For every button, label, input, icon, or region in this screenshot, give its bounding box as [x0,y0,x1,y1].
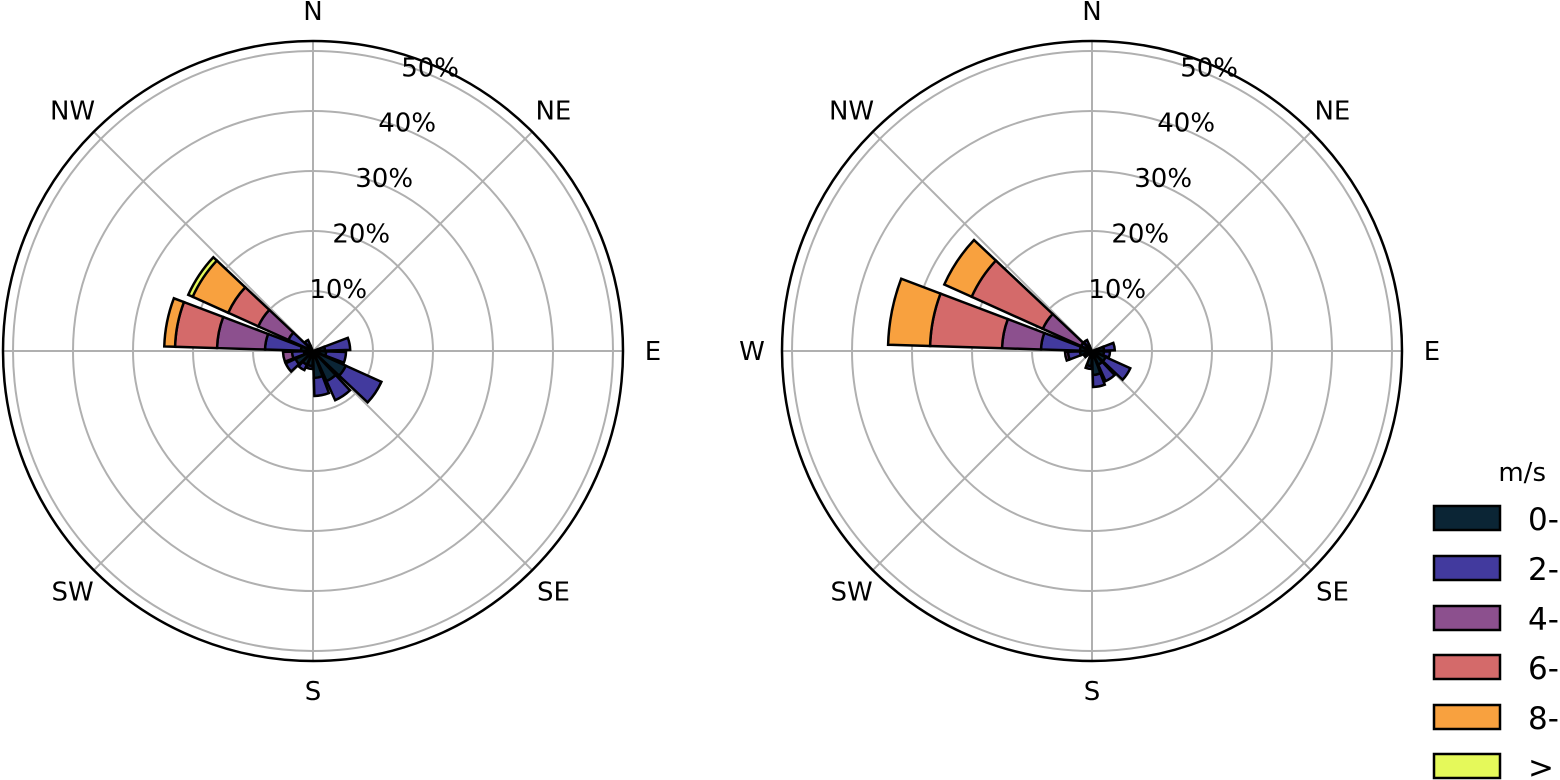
direction-label: SW [830,577,872,607]
legend-swatch [1432,752,1502,780]
legend-label: 8- [1528,701,1559,737]
direction-label: S [1084,677,1101,707]
grid-spoke [1091,350,1312,571]
direction-label: E [1424,337,1440,367]
legend-swatch [1432,604,1502,632]
legend-item: 0- [1432,502,1559,538]
polar-frame [780,39,1404,663]
direction-label: SE [1316,577,1349,607]
grid-spoke [872,350,1093,571]
rose-bar-segment [1101,341,1117,352]
direction-label: S [305,677,322,707]
legend-label: 6- [1528,651,1559,687]
rose-bar-segment [322,336,352,352]
radial-tick-label: 20% [1111,220,1169,250]
radial-tick-label: 10% [309,275,367,305]
legend-item: 4- [1432,602,1559,638]
direction-label: NW [829,97,874,127]
legend-swatch [1432,554,1502,582]
radial-tick-label: 10% [1088,275,1146,305]
rose-bar-segment [1084,363,1093,371]
radial-tick-label: 30% [355,164,413,194]
rose-bar-segment [1063,350,1072,363]
direction-label: NE [535,97,571,127]
grid-spoke [93,131,314,352]
direction-label: N [1082,0,1101,27]
legend-item: 8- [1432,701,1559,737]
legend-item: > [1432,750,1554,780]
legend-item: 2- [1432,552,1559,588]
direction-label: SW [51,577,93,607]
legend-label: 2- [1528,552,1559,588]
radial-tick-label: 50% [1180,53,1238,83]
direction-label: N [303,0,322,27]
grid-spoke [312,131,533,352]
radial-tick-label: 40% [1157,109,1215,139]
direction-label: E [645,337,661,367]
legend-label: 0- [1528,502,1559,538]
rose-bar-segment [1082,338,1092,349]
rose-bar-segment [1101,355,1132,382]
rose-bar-segment [162,296,186,349]
legend-swatch [1432,504,1502,532]
rose-bar-segment [186,255,219,299]
rose-bar-segment [1096,360,1117,383]
rose-bar-segment [283,357,301,374]
rose-bar-segment [1091,371,1107,389]
legend-item: 6- [1432,651,1559,687]
legend-label: 4- [1528,602,1559,638]
legend-swatch [1432,703,1502,731]
speed-legend: m/s 0- 2- 4- 6- 8- > [1432,458,1559,780]
rose-bar-segment [303,338,313,349]
radial-tick-label: 30% [1134,164,1192,194]
rose-bar-segment [886,277,943,348]
polar-frame [1,39,625,663]
legend-swatch [1432,653,1502,681]
grid-spoke [312,350,533,571]
direction-label: W [739,337,765,367]
grid-spoke [872,131,1093,352]
legend-label: > [1528,750,1554,780]
direction-label: NE [1314,97,1350,127]
rose-bar-segment [296,360,309,372]
rose-bar-segment [312,374,331,398]
radial-tick-label: 50% [401,53,459,83]
grid-spoke [93,350,314,571]
rose-bar-segment [942,238,998,299]
rose-bar-segment [337,364,384,405]
radial-tick-label: 40% [378,109,436,139]
direction-label: SE [537,577,570,607]
rose-bar-segment [323,350,348,365]
rose-bar-segment [281,350,295,364]
legend-title: m/s [1498,458,1546,488]
direction-label: NW [50,97,95,127]
windrose-right: 10% 20% 30% 40% 50% N NE E SE S SW W NW [739,0,1440,707]
radial-tick-label: 20% [332,220,390,250]
rose-bar-segment [324,373,352,402]
grid-spoke [1091,131,1312,352]
